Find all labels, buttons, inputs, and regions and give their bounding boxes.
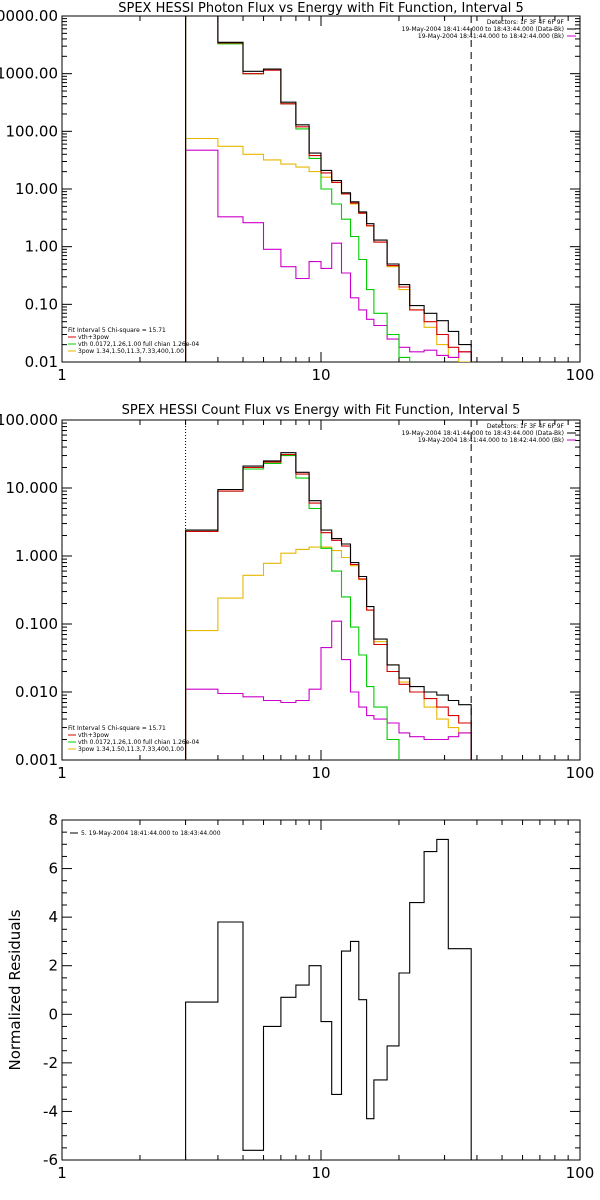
- y-tick-label: 8: [48, 811, 58, 829]
- count-chart-title: SPEX HESSI Count Flux vs Energy with Fit…: [122, 403, 521, 418]
- legend-top-entry: Detectors: 1F 3F 4F 6F 9F: [487, 423, 565, 430]
- y-tick-label: -4: [43, 1102, 58, 1120]
- x-tick-label: 10: [311, 764, 330, 782]
- count-series-3: [185, 546, 472, 760]
- count-series-0: [185, 452, 472, 760]
- y-tick-label: 0.001: [15, 751, 58, 769]
- legend-bottom-entry: vth+3pow: [78, 732, 109, 739]
- residuals-panel: 1 10 100 -6 -4 -2 0 2 4 6 8 Normalized Residuals 5. …: [6, 811, 594, 1182]
- legend-bottom-entry: Fit Interval 5 Chi-square = 15.71: [68, 725, 166, 732]
- y-tick-label: 1000.00: [0, 65, 58, 83]
- y-axis-label: Normalized Residuals: [6, 909, 24, 1070]
- y-tick-label: 1.000: [15, 547, 58, 565]
- count-flux-panel: SPEX HESSI Count Flux vs Energy with Fit…: [0, 403, 594, 782]
- y-tick-label: 4: [48, 908, 58, 926]
- residual-plot-area: [185, 838, 472, 1160]
- y-tick-label: 100.00: [6, 122, 59, 140]
- count-series-4: [185, 620, 472, 760]
- y-tick-label: 6: [48, 860, 58, 878]
- y-tick-label: 0.100: [15, 615, 58, 633]
- y-tick-label: 1.00: [25, 238, 58, 256]
- photon-plot-area: [185, 16, 472, 362]
- x-tick-label: 1: [57, 1164, 67, 1182]
- x-tick-label: 100: [566, 366, 595, 384]
- y-tick-label: 0.10: [25, 295, 58, 313]
- count-axis-frame: [61, 419, 581, 761]
- residual-series-0: [185, 838, 472, 1160]
- y-tick-label: 2: [48, 957, 58, 975]
- y-tick-label: 0: [48, 1005, 58, 1023]
- y-tick-label: 10000.00: [0, 7, 58, 25]
- legend-bottom-entry: vth+3pow: [78, 334, 109, 341]
- photon-series-0: [185, 16, 472, 362]
- legend-entry: 5. 19-May-2004 18:41:44.000 to 18:43:44.…: [81, 830, 221, 837]
- photon-series-3: [185, 137, 472, 362]
- photon-series-1: [185, 16, 472, 362]
- legend-top-entry: 19-May-2004 18:41:44.000 to 18:42:44.000…: [418, 437, 564, 444]
- y-tick-label: 0.010: [15, 683, 58, 701]
- y-tick-label: -2: [43, 1054, 58, 1072]
- legend-top-entry: Detectors: 1F 3F 4F 6F 9F: [487, 19, 565, 26]
- x-tick-label: 10: [311, 1164, 330, 1182]
- legend-bottom-entry: Fit Interval 5 Chi-square = 15.71: [68, 327, 166, 334]
- count-series-1: [185, 454, 472, 760]
- photon-series-4: [185, 149, 472, 362]
- y-tick-label: -6: [43, 1151, 58, 1169]
- y-tick-label: 0.01: [25, 353, 58, 371]
- legend-top-entry: 19-May-2004 18:41:44.000 to 18:43:44.000…: [402, 26, 564, 33]
- legend-bottom-entry: 3pow 1.34,1.50,11.3,7.33,400,1.00: [78, 746, 184, 753]
- x-tick-label: 1: [57, 366, 67, 384]
- legend-top-entry: 19-May-2004 18:41:44.000 to 18:42:44.000…: [418, 33, 564, 40]
- photon-flux-panel: SPEX HESSI Photon Flux vs Energy with Fi…: [0, 1, 594, 384]
- count-series-2: [185, 455, 400, 760]
- y-tick-label: 10.000: [6, 479, 59, 497]
- x-tick-label: 1: [57, 764, 67, 782]
- x-tick-label: 100: [566, 1164, 595, 1182]
- photon-chart-title: SPEX HESSI Photon Flux vs Energy with Fi…: [118, 1, 524, 16]
- count-plot-area: [185, 420, 472, 760]
- photon-series-2: [185, 16, 411, 362]
- y-tick-label: 10.00: [15, 180, 58, 198]
- x-tick-label: 100: [566, 764, 595, 782]
- x-tick-label: 10: [311, 366, 330, 384]
- legend-bottom-entry: 3pow 1.34,1.50,11.3,7.33,400,1.00: [78, 348, 184, 355]
- legend-bottom-entry: vth 0.0172,1.26,1.00 full chian 1.26e-04: [78, 341, 199, 348]
- y-tick-label: 100.000: [0, 411, 58, 429]
- legend-top-entry: 19-May-2004 18:41:44.000 to 18:43:44.000…: [402, 430, 564, 437]
- legend-bottom-entry: vth 0.0172,1.26,1.00 full chian 1.26e-04: [78, 739, 199, 746]
